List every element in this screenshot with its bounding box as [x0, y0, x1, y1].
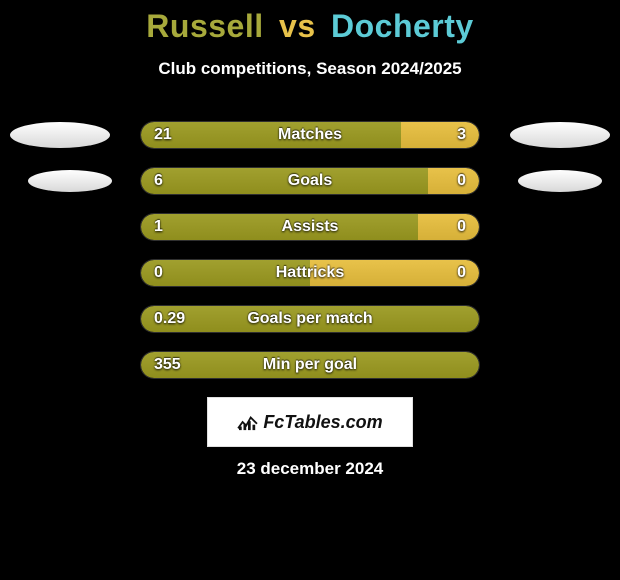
stat-label: Matches: [140, 121, 480, 149]
stat-row: Goals per match0.29: [0, 305, 620, 333]
flank-decoration: [510, 122, 610, 148]
stat-value-right: 0: [443, 167, 480, 195]
flank-decoration: [28, 170, 112, 192]
flank-decoration: [518, 170, 602, 192]
stat-value-right: 0: [443, 213, 480, 241]
bar-area: Assists1 0: [140, 213, 480, 241]
subtitle: Club competitions, Season 2024/2025: [0, 59, 620, 79]
vs-separator: vs: [279, 8, 316, 44]
player2-name: Docherty: [331, 8, 474, 44]
stat-label: Hattricks: [140, 259, 480, 287]
stat-value-right: 0: [443, 259, 480, 287]
stat-row: Min per goal355: [0, 351, 620, 379]
source-logo: FcTables.com: [207, 397, 413, 447]
player1-name: Russell: [146, 8, 263, 44]
stat-label: Assists: [140, 213, 480, 241]
date-label: 23 december 2024: [0, 459, 620, 479]
bar-area: Min per goal355: [140, 351, 480, 379]
bar-area: Matches21 3: [140, 121, 480, 149]
stat-row: Goals6 0: [0, 167, 620, 195]
stat-value-left: 1: [140, 213, 177, 241]
stat-value-left: 6: [140, 167, 177, 195]
logo-text: FcTables.com: [263, 412, 382, 433]
stat-value-right: 3: [443, 121, 480, 149]
stat-row: Matches21 3: [0, 121, 620, 149]
bar-area: Goals per match0.29: [140, 305, 480, 333]
comparison-title: Russell vs Docherty: [0, 8, 620, 45]
stats-rows: Matches213Goals60Assists10Hattricks00Goa…: [0, 121, 620, 379]
flank-decoration: [10, 122, 110, 148]
stat-value-left: 0: [140, 259, 177, 287]
stat-value-left: 0.29: [140, 305, 199, 333]
stat-label: Goals: [140, 167, 480, 195]
stat-row: Assists1 0: [0, 213, 620, 241]
bar-area: Goals6 0: [140, 167, 480, 195]
stat-value-left: 21: [140, 121, 186, 149]
stat-row: Hattricks0 0: [0, 259, 620, 287]
bar-area: Hattricks0 0: [140, 259, 480, 287]
stat-value-left: 355: [140, 351, 195, 379]
fctables-icon: [237, 413, 259, 431]
